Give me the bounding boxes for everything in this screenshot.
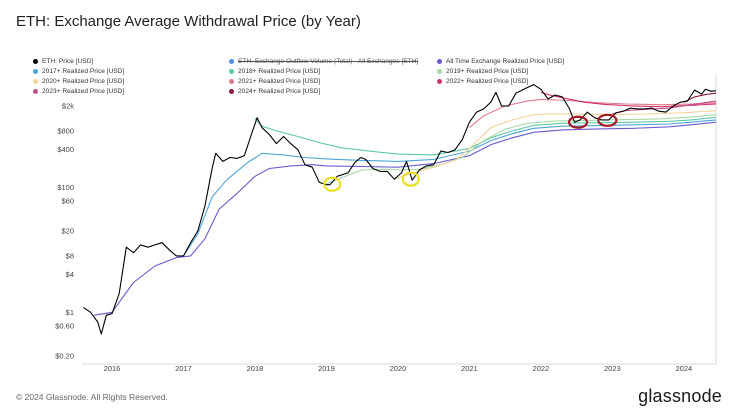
y-tick-label: $100 (57, 183, 74, 192)
legend-swatch (437, 59, 442, 64)
chart-title: ETH: Exchange Average Withdrawal Price (… (16, 13, 361, 30)
legend-label: ETH: Price [USD] (42, 58, 94, 65)
y-tick-label: $20 (61, 227, 74, 236)
series-line-2 (183, 119, 717, 257)
y-tick-label: $60 (61, 197, 74, 206)
legend-label: 2024+ Realized Price [USD] (238, 88, 321, 95)
legend-swatch (229, 59, 234, 64)
x-tick-label: 2019 (318, 364, 335, 373)
legend-item[interactable]: 2023+ Realized Price [USD] (33, 88, 124, 95)
legend-item[interactable]: ETH: Exchange Outflow Volume (Total) - A… (229, 58, 418, 65)
x-tick-label: 2022 (533, 364, 550, 373)
annotation-ellipse-1 (401, 171, 420, 187)
y-tick-label: $0.60 (55, 322, 74, 331)
legend-label: 2021+ Realized Price [USD] (238, 78, 321, 85)
series-line-5 (397, 110, 717, 179)
y-tick-label: $2k (62, 102, 74, 111)
legend-item[interactable]: 2019+ Realized Price [USD] (437, 68, 528, 75)
legend-label: All Time Exchange Realized Price [USD] (446, 58, 565, 65)
series-line-1 (94, 121, 717, 316)
x-tick-label: 2018 (247, 364, 264, 373)
legend-swatch (229, 89, 234, 94)
x-tick-label: 2016 (104, 364, 121, 373)
y-tick-label: $0.20 (55, 352, 74, 361)
legend-swatch (437, 69, 442, 74)
brand-logo-text: glassnode (638, 386, 722, 406)
legend-swatch (33, 69, 38, 74)
legend-label: 2018+ Realized Price [USD] (238, 68, 321, 75)
series-line-6 (469, 98, 717, 129)
legend-label: 2022+ Realized Price [USD] (446, 78, 529, 85)
legend-swatch (33, 89, 38, 94)
legend-label: 2020+ Realized Price [USD] (42, 78, 125, 85)
series-line-4 (326, 114, 717, 185)
series-line-9 (683, 92, 717, 103)
legend-item[interactable]: 2017+ Realized Price [USD] (33, 68, 124, 75)
copyright-text: © 2024 Glassnode. All Rights Reserved. (16, 392, 168, 402)
legend-item[interactable]: 2022+ Realized Price [USD] (437, 78, 528, 85)
y-tick-label: $8 (66, 251, 74, 260)
legend-swatch (229, 79, 234, 84)
annotation-ellipse-3 (597, 113, 618, 127)
legend-label: ETH: Exchange Outflow Volume (Total) - A… (238, 58, 419, 65)
y-tick-label: $800 (57, 126, 74, 135)
y-tick-label: $4 (66, 270, 74, 279)
y-tick-label: $400 (57, 145, 74, 154)
legend-swatch (229, 69, 234, 74)
x-tick-label: 2020 (390, 364, 407, 373)
x-tick-label: 2024 (675, 364, 692, 373)
legend-label: 2017+ Realized Price [USD] (42, 68, 125, 75)
legend-label: 2019+ Realized Price [USD] (446, 68, 529, 75)
series-line-3 (254, 116, 717, 156)
y-tick-label: $1 (66, 308, 74, 317)
legend-swatch (33, 79, 38, 84)
legend-swatch (437, 79, 442, 84)
legend-item[interactable]: All Time Exchange Realized Price [USD] (437, 58, 564, 65)
x-tick-label: 2021 (461, 364, 478, 373)
legend-swatch (33, 59, 38, 64)
annotation-ellipse-0 (323, 176, 342, 192)
legend-label: 2023+ Realized Price [USD] (42, 88, 125, 95)
legend-item[interactable]: 2018+ Realized Price [USD] (229, 68, 320, 75)
legend-item[interactable]: ETH: Price [USD] (33, 58, 93, 65)
series-line-0 (83, 84, 717, 335)
legend-item[interactable]: 2020+ Realized Price [USD] (33, 78, 124, 85)
legend-item[interactable]: 2024+ Realized Price [USD] (229, 88, 320, 95)
x-tick-label: 2023 (604, 364, 621, 373)
annotation-ellipse-2 (567, 115, 589, 129)
x-tick-label: 2017 (175, 364, 192, 373)
legend-item[interactable]: 2021+ Realized Price [USD] (229, 78, 320, 85)
